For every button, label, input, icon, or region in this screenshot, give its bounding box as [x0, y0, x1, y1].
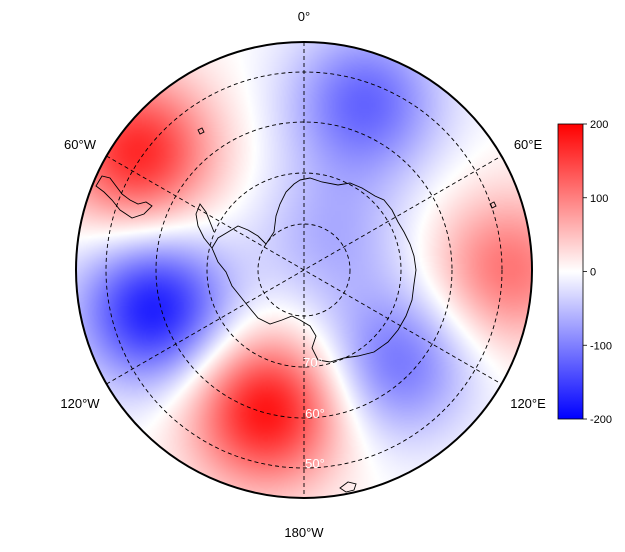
antarctic-peninsula-coastline — [195, 203, 215, 249]
colorbar-ticks: 200 100 0 -100 -200 — [583, 119, 612, 426]
lon-label-120w: 120°W — [60, 396, 100, 411]
south-america-tip-coastline — [95, 175, 153, 219]
lon-label-0: 0° — [298, 9, 310, 24]
lat-label-60: 60° — [305, 406, 325, 421]
lon-label-60e: 60°E — [514, 137, 543, 152]
coastlines — [95, 127, 497, 493]
lat-label-50: 50° — [305, 456, 325, 471]
lon-label-60w: 60°W — [64, 137, 97, 152]
south-georgia-coastline — [197, 127, 205, 135]
antarctica-coastline — [211, 177, 417, 363]
lon-label-180w: 180°W — [284, 525, 324, 540]
latitude-circle-60 — [155, 121, 453, 419]
colorbar-tick-label: 200 — [590, 119, 608, 131]
meridian-120w-60e — [106, 155, 502, 385]
colorbar-tick-label: 100 — [590, 193, 608, 205]
map-boundary — [75, 41, 533, 499]
kerguelen-coastline — [489, 201, 497, 209]
colorbar-tick-label: 0 — [590, 267, 596, 279]
colorbar-tick-label: -100 — [590, 340, 612, 352]
lat-label-70: 70° — [303, 355, 323, 370]
lon-label-120e: 120°E — [510, 396, 546, 411]
colorbar-gradient — [557, 123, 584, 420]
colorbar: 200 100 0 -100 -200 — [557, 119, 612, 426]
colorbar-tick-label: -200 — [590, 414, 612, 426]
new-zealand-island-coastline — [339, 481, 357, 493]
graticule — [105, 42, 503, 498]
meridian-60w-120e — [106, 155, 502, 385]
latitude-circle-70 — [206, 172, 402, 368]
